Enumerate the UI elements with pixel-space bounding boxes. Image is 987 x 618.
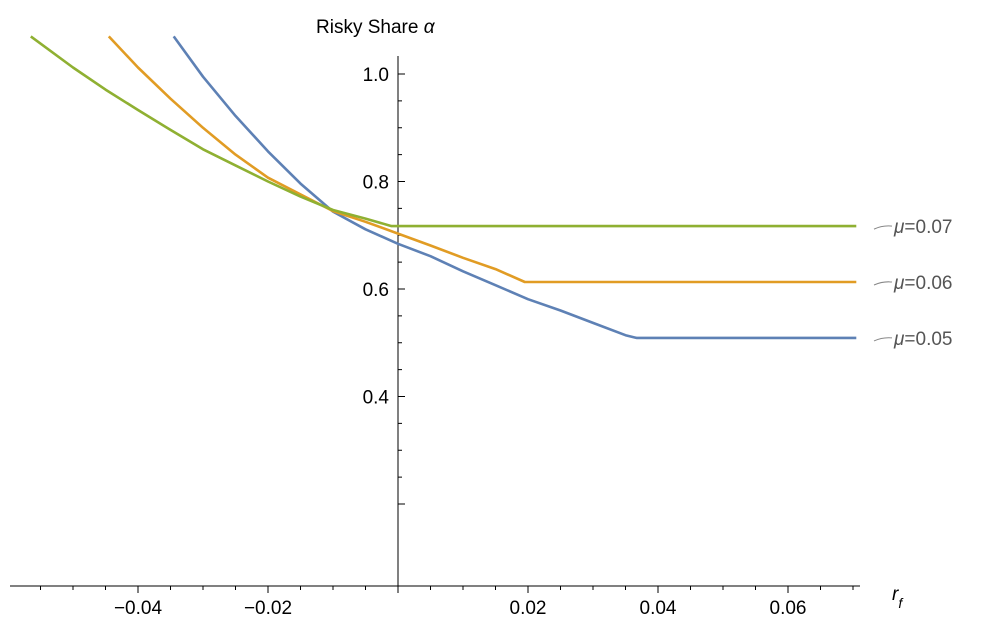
series-label-leader [873, 225, 893, 230]
x-axis-title: rf [892, 584, 904, 611]
series-label: μ=0.06 [893, 273, 953, 294]
x-tick-label: 0.06 [770, 598, 807, 618]
series-label: μ=0.05 [893, 329, 953, 350]
y-tick-label: 1.0 [363, 65, 389, 86]
y-axis: 0.4 0.6 0.8 1.0 [363, 56, 405, 586]
y-axis-title: Risky Share α [316, 17, 436, 38]
series-line [30, 35, 857, 228]
series-labels: μ=0.05 μ=0.06 μ=0.07 [873, 217, 953, 350]
series-layer [30, 35, 857, 340]
y-tick-label: 0.6 [363, 280, 389, 301]
series-line [172, 35, 857, 340]
y-tick-label: 0.8 [363, 173, 389, 194]
x-tick-label: 0.02 [510, 598, 547, 618]
x-tick-label: 0.04 [640, 598, 677, 618]
x-tick-label: −0.04 [114, 598, 163, 618]
series-label: μ=0.07 [893, 217, 953, 238]
series-label-leader [873, 281, 893, 286]
y-tick-label: 0.4 [363, 388, 390, 409]
series-label-leader [873, 337, 893, 342]
x-axis: −0.04 −0.02 0.02 0.04 0.06 [10, 585, 860, 618]
x-tick-label: −0.02 [244, 598, 292, 618]
